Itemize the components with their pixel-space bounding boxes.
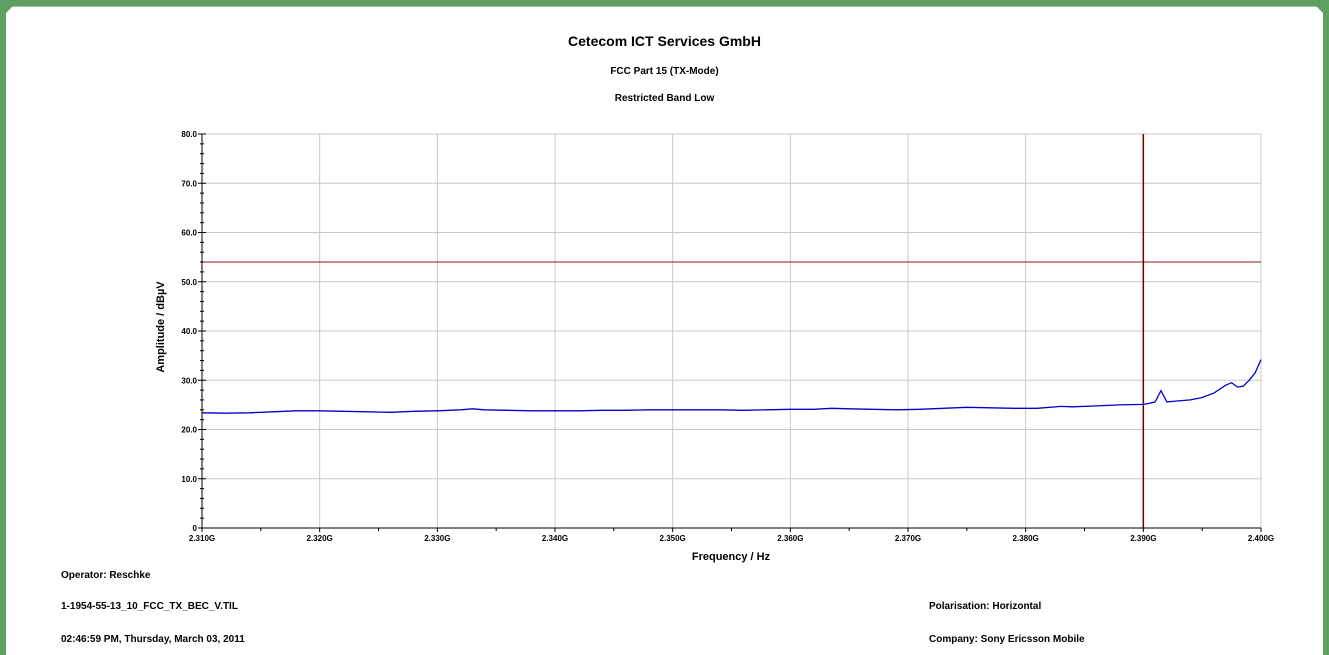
y-tick-label: 30.0 bbox=[181, 376, 197, 385]
x-tick-label: 2.400G bbox=[1248, 534, 1274, 543]
y-tick-label: 70.0 bbox=[181, 179, 197, 188]
timestamp-label: 02:46:59 PM, Thursday, March 03, 2011 bbox=[61, 634, 245, 645]
chart-grid bbox=[202, 133, 1262, 528]
filename-label: 1-1954-55-13_10_FCC_TX_BEC_V.TIL bbox=[61, 601, 238, 612]
x-tick-label: 2.390G bbox=[1130, 534, 1156, 543]
company-label: Company: Sony Ericsson Mobile bbox=[929, 634, 1085, 645]
y-tick-label: 60.0 bbox=[181, 229, 197, 238]
spectrum-trace bbox=[201, 359, 1262, 414]
x-tick-label: 2.380G bbox=[1013, 534, 1039, 543]
y-tick-label: 20.0 bbox=[181, 426, 197, 435]
y-tick-label: 80.0 bbox=[181, 130, 197, 139]
x-axis-label: Frequency / Hz bbox=[692, 551, 771, 563]
y-tick-label: 40.0 bbox=[181, 327, 197, 336]
y-tick-label: 10.0 bbox=[181, 475, 197, 484]
frame-corner-right bbox=[1316, 6, 1323, 13]
polarisation-label: Polarisation: Horizontal bbox=[929, 601, 1042, 612]
x-tick-label: 2.340G bbox=[542, 534, 568, 543]
x-tick-label: 2.310G bbox=[189, 534, 215, 543]
y-axis-label: Amplitude / dBµV bbox=[155, 281, 167, 373]
report-title: Cetecom ICT Services GmbH bbox=[568, 33, 761, 49]
x-tick-label: 2.350G bbox=[660, 534, 686, 543]
chart-ticks: 2.310G 2.320G 2.330G 2.340G 2.350G 2.360G 2.37… bbox=[181, 130, 1274, 543]
operator-label: Operator: Reschke bbox=[61, 570, 151, 581]
x-tick-label: 2.370G bbox=[895, 534, 921, 543]
frame-corner-left bbox=[6, 6, 13, 13]
x-tick-label: 2.360G bbox=[777, 534, 803, 543]
x-tick-label: 2.320G bbox=[307, 534, 333, 543]
trace-layer bbox=[201, 359, 1262, 414]
x-tick-label: 2.330G bbox=[424, 534, 450, 543]
y-tick-label: 0 bbox=[193, 524, 198, 533]
y-tick-label: 50.0 bbox=[181, 278, 197, 287]
report-subtitle-standard: FCC Part 15 (TX-Mode) bbox=[610, 66, 719, 77]
report-subtitle-band: Restricted Band Low bbox=[614, 93, 715, 104]
